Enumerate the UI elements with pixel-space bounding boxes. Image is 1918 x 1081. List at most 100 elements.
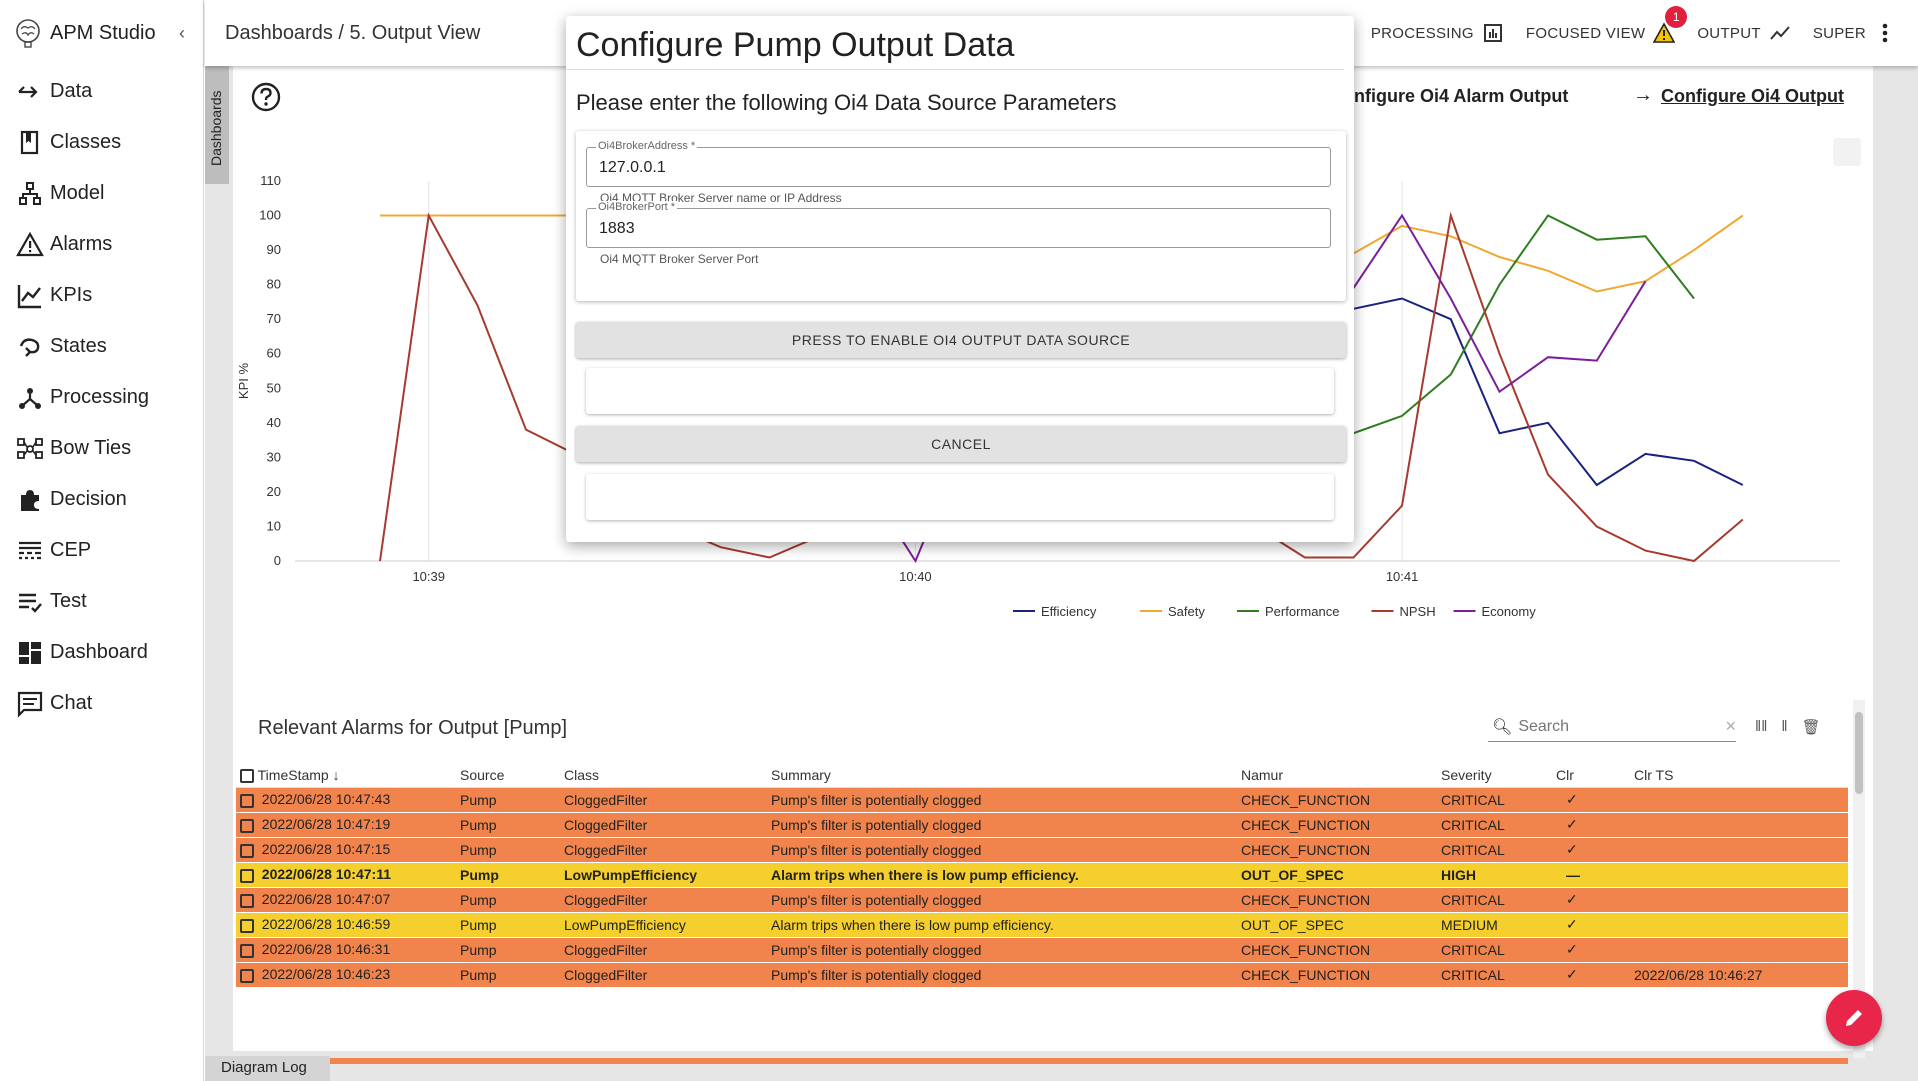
row-checkbox[interactable] <box>240 818 254 833</box>
enable-output-button[interactable]: PRESS TO ENABLE OI4 OUTPUT DATA SOURCE <box>576 322 1346 358</box>
col-class[interactable]: Class <box>560 763 767 788</box>
row-checkbox[interactable] <box>240 918 254 933</box>
cell-clr: ✓ <box>1552 887 1630 913</box>
pause-icon[interactable]: ‖ <box>1781 718 1788 735</box>
cell-timestamp: 2022/06/28 10:46:31 <box>236 937 456 963</box>
cell-summary: Pump's filter is potentially clogged <box>767 812 1237 838</box>
row-checkbox[interactable] <box>240 843 254 858</box>
table-row[interactable]: 2022/06/28 10:47:07 Pump CloggedFilter Pump… <box>236 887 1848 913</box>
cell-class: CloggedFilter <box>560 787 767 813</box>
cell-clr: — <box>1552 862 1630 888</box>
row-checkbox[interactable] <box>240 943 254 958</box>
cell-namur: CHECK_FUNCTION <box>1237 937 1437 963</box>
collapse-sidebar-icon[interactable]: ‹ <box>179 22 185 43</box>
cell-class: CloggedFilter <box>560 837 767 863</box>
next-row-partial <box>236 1058 1848 1064</box>
chart-menu-button[interactable] <box>1833 138 1861 166</box>
sidebar-item-kpis[interactable]: KPIs <box>0 270 203 321</box>
table-row[interactable]: 2022/06/28 10:47:11 Pump LowPumpEfficiency… <box>236 862 1848 888</box>
table-row[interactable]: 2022/06/28 10:46:23 Pump CloggedFilter Pump… <box>236 962 1848 988</box>
cell-class: LowPumpEfficiency <box>560 862 767 888</box>
y-tick-label: 70 <box>267 311 281 326</box>
cell-source: Pump <box>456 887 560 913</box>
app-brand: APM Studio ‹ <box>0 0 203 66</box>
y-tick-label: 60 <box>267 346 281 361</box>
cell-clr: ✓ <box>1552 787 1630 813</box>
list-check-icon <box>19 593 42 613</box>
cell-namur: CHECK_FUNCTION <box>1237 812 1437 838</box>
sidebar-item-cep[interactable]: CEP <box>0 525 203 576</box>
grid-tools: ‖‖ ‖ 🗑︎ <box>1755 718 1821 736</box>
row-checkbox[interactable] <box>240 793 254 808</box>
scrollbar-thumb[interactable] <box>1855 712 1863 794</box>
table-row[interactable]: 2022/06/28 10:47:43 Pump CloggedFilter Pump… <box>236 787 1848 813</box>
columns-icon[interactable]: ‖‖ <box>1755 718 1768 735</box>
sidebar-item-model[interactable]: Model <box>0 168 203 219</box>
col-clr-ts[interactable]: Clr TS <box>1630 763 1848 788</box>
configure-alarm-output-link[interactable]: onfigure Oi4 Alarm Output <box>1343 86 1569 106</box>
sidebar-item-data[interactable]: Data <box>0 66 203 117</box>
stream-icon <box>19 541 41 559</box>
network-icon <box>19 387 41 409</box>
sidebar-item-decision[interactable]: Decision <box>0 474 203 525</box>
col-clr[interactable]: Clr <box>1552 763 1630 788</box>
sidebar-item-chat[interactable]: Chat <box>0 678 203 729</box>
focused-view-button[interactable]: FOCUSED VIEW 1 <box>1526 6 1688 44</box>
cell-class: CloggedFilter <box>560 887 767 913</box>
sidebar-item-alarms[interactable]: Alarms <box>0 219 203 270</box>
col-namur[interactable]: Namur <box>1237 763 1437 788</box>
cell-clr-ts: 2022/06/28 10:46:27 <box>1630 962 1848 988</box>
broker-port-field[interactable]: 1883 <box>586 208 1331 248</box>
broker-address-field[interactable]: 127.0.0.1 <box>586 147 1331 187</box>
x-tick-label: 10:42 <box>1872 569 1873 584</box>
status-box-bottom <box>586 474 1334 520</box>
brain-logo-icon <box>16 19 40 48</box>
x-tick-label: 10:41 <box>1386 569 1419 584</box>
sidebar-item-test[interactable]: Test <box>0 576 203 627</box>
sidebar: APM Studio ‹ Data Classes Model Alarms KPIs S… <box>0 0 204 1081</box>
search-input[interactable] <box>1518 717 1726 736</box>
table-row[interactable]: 2022/06/28 10:46:31 Pump CloggedFilter Pump… <box>236 937 1848 963</box>
toolbar: PROCESSING FOCUSED VIEW 1 OUTPUT SUPER <box>1371 0 1918 66</box>
cell-timestamp: 2022/06/28 10:47:07 <box>236 887 456 913</box>
processing-button[interactable]: PROCESSING <box>1371 22 1504 44</box>
clear-search-icon[interactable]: × <box>1725 716 1736 736</box>
dashboard-icon <box>19 641 41 664</box>
table-row[interactable]: 2022/06/28 10:47:19 Pump CloggedFilter Pump… <box>236 812 1848 838</box>
search-icon: 🔍︎ <box>1492 718 1513 736</box>
table-scrollbar[interactable] <box>1853 700 1865 1058</box>
col-source[interactable]: Source <box>456 763 560 788</box>
select-all-checkbox[interactable] <box>240 768 254 783</box>
help-icon[interactable] <box>250 81 282 113</box>
sidebar-item-bow-ties[interactable]: Bow Ties <box>0 423 203 474</box>
edit-fab-button[interactable] <box>1826 990 1882 1046</box>
cell-namur: CHECK_FUNCTION <box>1237 787 1437 813</box>
user-role-button[interactable]: SUPER <box>1813 22 1896 44</box>
row-checkbox[interactable] <box>240 968 254 983</box>
sidebar-item-processing[interactable]: Processing <box>0 372 203 423</box>
cell-clr-ts <box>1630 812 1848 838</box>
diagram-log-tab[interactable]: Diagram Log <box>205 1056 330 1081</box>
sidebar-item-dashboard[interactable]: Dashboard <box>0 627 203 678</box>
output-button[interactable]: OUTPUT <box>1697 22 1790 44</box>
dashboards-side-tab[interactable]: Dashboards <box>205 66 229 184</box>
col-severity[interactable]: Severity <box>1437 763 1552 788</box>
user-role-label: SUPER <box>1812 24 1866 42</box>
sidebar-item-states[interactable]: States <box>0 321 203 372</box>
timestamp-text: 2022/06/28 10:46:31 <box>261 941 391 958</box>
delete-icon[interactable]: 🗑︎ <box>1801 719 1821 736</box>
col-timestamp[interactable]: TimeStamp ↓ <box>236 763 456 788</box>
table-row[interactable]: 2022/06/28 10:46:59 Pump LowPumpEfficiency… <box>236 912 1848 938</box>
configure-output-link[interactable]: Configure Oi4 Output <box>1661 86 1844 106</box>
row-checkbox[interactable] <box>240 868 254 883</box>
more-vert-icon <box>1882 23 1888 43</box>
sidebar-item-label: CEP <box>50 539 92 561</box>
col-summary[interactable]: Summary <box>767 763 1237 788</box>
sidebar-item-label: Data <box>50 80 93 102</box>
book-icon <box>20 130 39 154</box>
row-checkbox[interactable] <box>240 893 254 908</box>
table-row[interactable]: 2022/06/28 10:47:15 Pump CloggedFilter Pump… <box>236 837 1848 863</box>
cell-severity: CRITICAL <box>1437 962 1552 988</box>
cancel-button[interactable]: CANCEL <box>576 426 1346 462</box>
sidebar-item-classes[interactable]: Classes <box>0 117 203 168</box>
